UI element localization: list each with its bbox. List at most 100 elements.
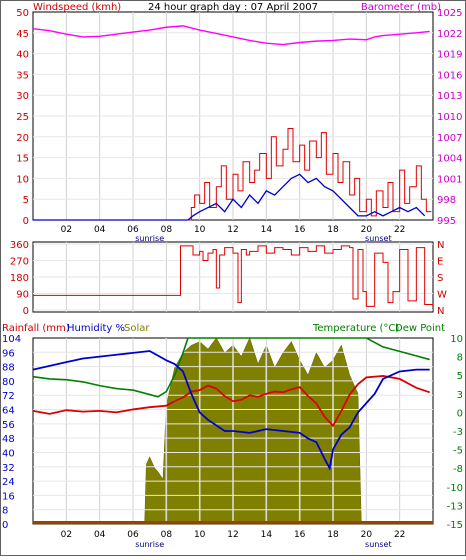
barometer-tick-label: 1025: [437, 8, 462, 19]
barometer-tick-label: 1022: [437, 29, 462, 40]
barometer-tick-label: 1004: [437, 154, 462, 165]
x-tick-label: 22: [394, 530, 405, 540]
climate-left-tick-label: 56: [2, 420, 15, 431]
direction-degree-label: 180: [10, 273, 29, 284]
dewpoint-axis-title: Dew Point: [395, 323, 445, 334]
wind-panel-series: [32, 25, 432, 221]
direction-compass-label: E: [437, 257, 443, 268]
x-tick-label: 16: [294, 530, 306, 540]
x-tick-label: 10: [194, 530, 206, 540]
barometer-tick-label: 1016: [437, 70, 462, 81]
sunrise-label: sunrise: [135, 234, 164, 243]
climate-left-tick-label: 104: [2, 334, 21, 345]
direction-compass-label: W: [437, 290, 447, 301]
x-tick-label: 04: [94, 225, 106, 235]
climate-left-tick-label: 24: [2, 477, 15, 488]
windspeed-tick-label: 5: [23, 195, 29, 206]
windspeed-tick-label: 0: [23, 216, 29, 227]
x-tick-label: 16: [294, 225, 306, 235]
humidity-line: [32, 350, 430, 471]
temperature-axis-title: Temperature (°C): [312, 323, 399, 334]
dewpoint-line: [32, 337, 430, 398]
climate-left-tick-label: 88: [2, 363, 15, 374]
x-tick-label: 04: [94, 530, 106, 540]
x-tick-label: 06: [127, 225, 139, 235]
direction-degree-label: 0: [23, 306, 29, 317]
climate-left-tick-label: 64: [2, 406, 15, 417]
climate-left-tick-label: 40: [2, 448, 15, 459]
climate-left-tick-label: 96: [2, 348, 15, 359]
x-tick-label: 22: [394, 225, 405, 235]
x-tick-label: 08: [161, 530, 173, 540]
rainfall-axis-title: Rainfall (mm): [2, 323, 70, 334]
temperature-tick-label: 10: [450, 334, 463, 345]
temperature-tick-label: 3: [457, 390, 463, 401]
humidity-axis-title: Humidity %: [67, 323, 125, 334]
x-tick-label: 14: [261, 530, 273, 540]
barometer-tick-label: 995: [437, 216, 456, 227]
x-tick-label: 08: [161, 225, 173, 235]
temperature-tick-label: 8: [457, 353, 463, 364]
windspeed-tick-label: 40: [16, 50, 29, 61]
direction-compass-label: S: [437, 273, 443, 284]
gust-line: [188, 127, 432, 221]
wind-panel-x-ticks: 02 04 06 08 10 12 14 16 18 20 22 sunrise sunset: [61, 225, 406, 243]
x-tick-label: 12: [227, 530, 238, 540]
temperature-tick-label: -13: [447, 501, 463, 512]
x-tick-label: 10: [194, 225, 206, 235]
windspeed-tick-label: 45: [16, 29, 29, 40]
barometer-tick-label: 1019: [437, 50, 462, 61]
graph-title: 24 hour graph day : 07 April 2007: [148, 2, 318, 13]
climate-left-tick-label: 80: [2, 377, 15, 388]
windspeed-tick-label: 15: [16, 154, 29, 165]
windspeed-tick-label: 10: [16, 174, 29, 185]
average-wind-line: [33, 173, 426, 221]
temperature-tick-label: -3: [453, 427, 463, 438]
x-tick-label: 02: [61, 225, 72, 235]
windspeed-tick-label: 50: [16, 8, 29, 19]
temperature-tick-label: -15: [447, 520, 463, 531]
direction-degree-label: 90: [16, 290, 29, 301]
direction-degree-label: 360: [10, 240, 29, 251]
climate-panel-x-ticks: 02 04 06 08 10 12 14 16 18 20 22 sunrise sunset: [61, 530, 406, 549]
barometer-tick-label: 1001: [437, 174, 462, 185]
wind-panel-grid: [33, 12, 433, 220]
climate-panel-grid: [33, 338, 433, 524]
climate-panel-series: [32, 337, 433, 524]
climate-left-tick-label: 32: [2, 463, 15, 474]
x-tick-label: 14: [261, 225, 273, 235]
direction-degree-ticks: 0 90 180 270 360: [10, 240, 29, 317]
climate-left-tick-label: 72: [2, 391, 15, 402]
windspeed-axis-title: Windspeed (kmh): [33, 2, 121, 13]
temperature-tick-label: -8: [453, 464, 463, 475]
temperature-tick-label: 5: [457, 371, 463, 382]
temperature-line: [32, 375, 430, 428]
windspeed-ticks: 0 5 10 15 20 25 30 35 40 45 50: [16, 8, 29, 227]
windspeed-tick-label: 35: [16, 70, 29, 81]
windspeed-tick-label: 20: [16, 133, 29, 144]
solar-axis-title: Solar: [124, 323, 150, 334]
climate-left-tick-label: 8: [2, 506, 8, 517]
x-tick-label: 12: [227, 225, 238, 235]
x-tick-label: 02: [61, 530, 72, 540]
direction-compass-label: N: [437, 240, 444, 251]
x-tick-label: 18: [327, 530, 339, 540]
sunset-label: sunset: [365, 540, 392, 549]
climate-left-tick-label: 16: [2, 491, 15, 502]
barometer-axis-title: Barometer (mb): [361, 2, 441, 13]
climate-left-ticks: 0 8 16 24 32 40 48 56 64 72 80 88 96 104: [2, 334, 21, 531]
sunset-label: sunset: [365, 234, 392, 243]
barometer-tick-label: 998: [437, 195, 456, 206]
barometer-line: [32, 25, 430, 46]
direction-compass-label: N: [437, 306, 444, 317]
climate-left-tick-label: 48: [2, 434, 15, 445]
barometer-ticks: 995 998 1001 1004 1007 1010 1013 1016 1019 1022 10…: [437, 8, 462, 227]
sunrise-label: sunrise: [135, 540, 164, 549]
direction-degree-label: 270: [10, 257, 29, 268]
